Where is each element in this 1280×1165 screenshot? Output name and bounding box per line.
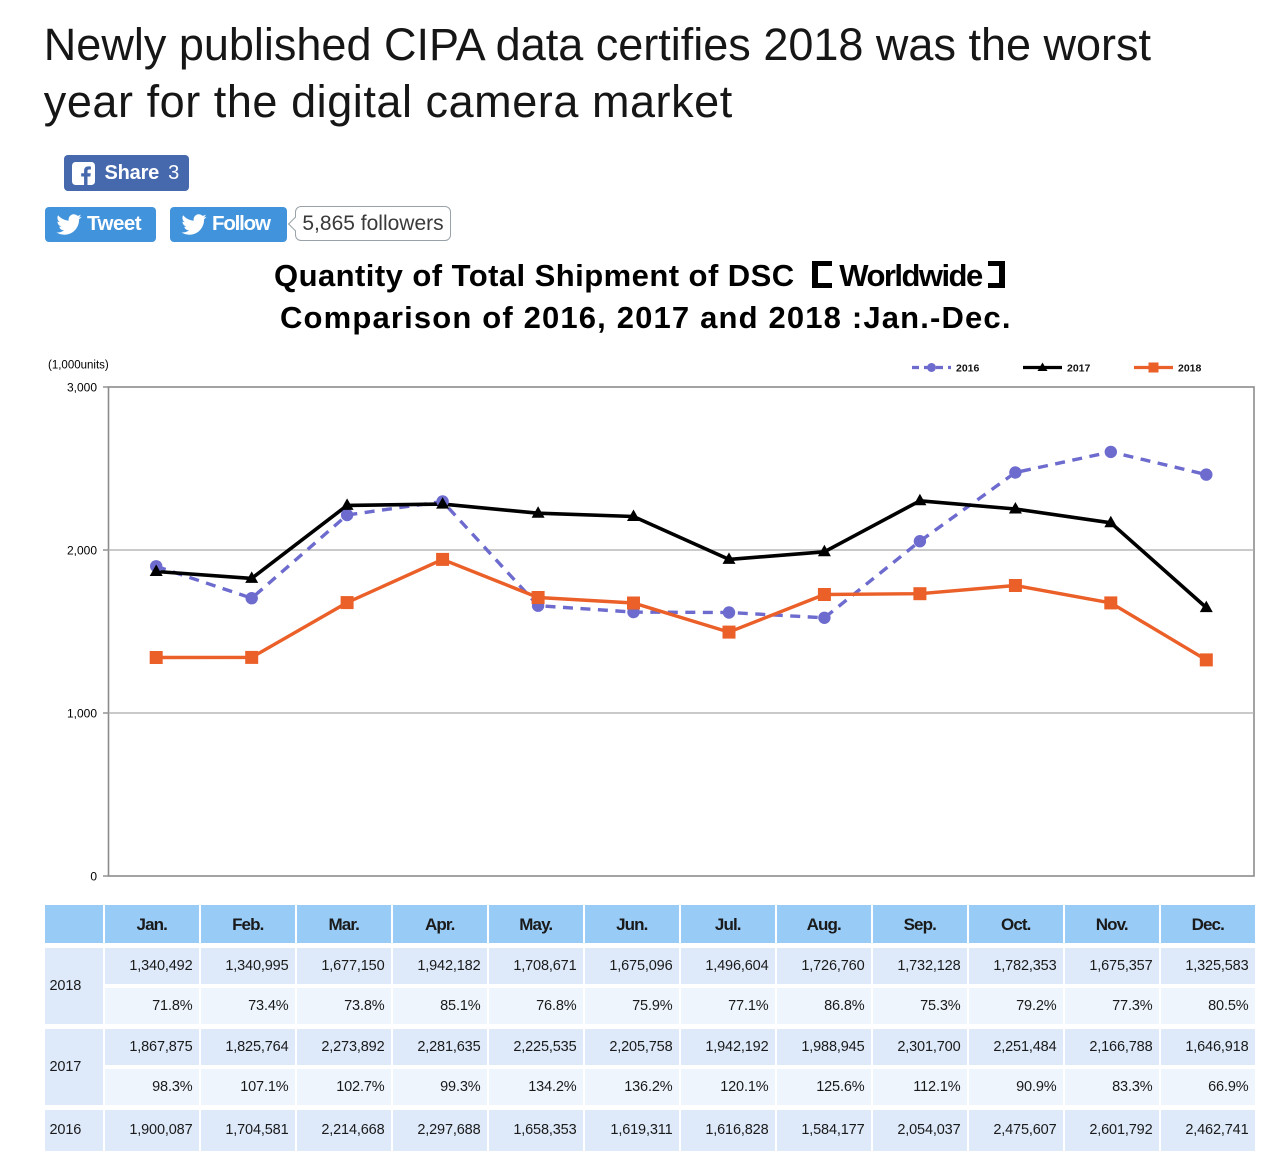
svg-text:2,000: 2,000 (67, 544, 97, 558)
svg-text:2016: 2016 (956, 363, 980, 375)
svg-text:0: 0 (90, 870, 97, 884)
svg-text:(1,000units): (1,000units) (48, 360, 109, 372)
svg-text:2018: 2018 (1178, 363, 1202, 375)
svg-text:1,000: 1,000 (67, 707, 97, 721)
svg-text:2017: 2017 (1067, 363, 1091, 375)
svg-text:3,000: 3,000 (67, 381, 97, 395)
